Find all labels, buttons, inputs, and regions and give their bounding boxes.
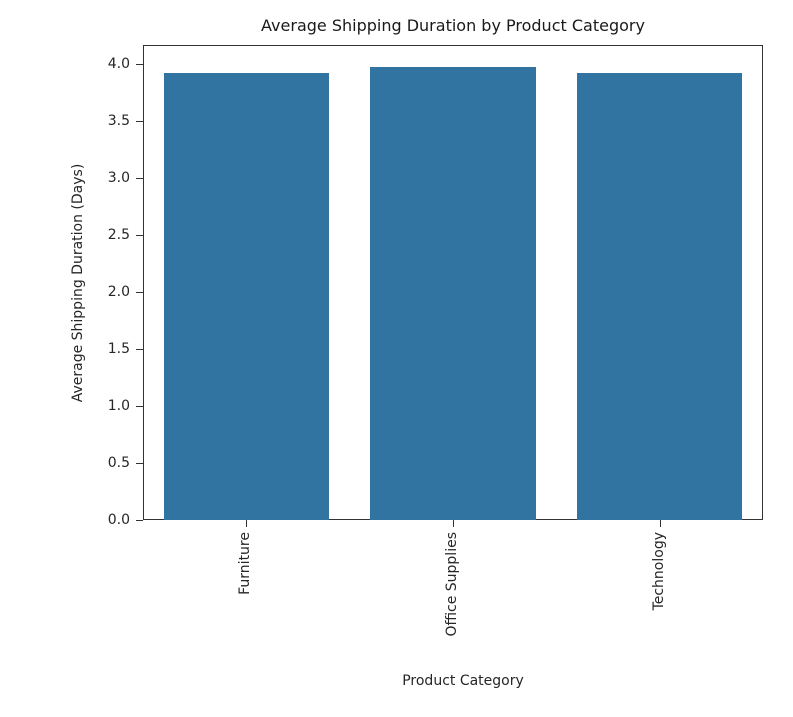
y-tick-label: 2.0 [107,284,130,300]
y-tick-label: 0.0 [107,512,130,528]
y-tick-label: 0.5 [107,455,130,471]
y-tick-label: 1.0 [107,398,130,414]
y-tick [136,520,143,521]
bar-office-supplies [370,67,536,520]
x-tick [246,520,248,527]
y-tick [136,121,143,122]
x-tick-label: Furniture [237,532,254,595]
y-tick [136,406,143,407]
y-axis-label: Average Shipping Duration (Days) [70,163,86,403]
y-tick-label: 2.5 [107,227,130,243]
y-tick [136,235,143,236]
x-tick [659,520,661,527]
plot-area [143,45,763,520]
bar-technology [577,73,743,520]
y-tick-label: 3.0 [107,170,130,186]
y-tick [136,463,143,464]
x-axis-label: Product Category [402,673,524,689]
y-tick [136,64,143,65]
y-tick [136,178,143,179]
y-tick-label: 1.5 [107,341,130,357]
bar-furniture [163,73,329,520]
y-tick-label: 4.0 [107,56,130,72]
chart-title: Average Shipping Duration by Product Cat… [261,16,645,35]
x-tick-label: Office Supplies [444,532,460,637]
y-tick [136,349,143,350]
y-tick-label: 3.5 [107,113,130,129]
x-tick-label: Technology [650,532,667,611]
y-tick [136,292,143,293]
x-tick [453,520,454,527]
